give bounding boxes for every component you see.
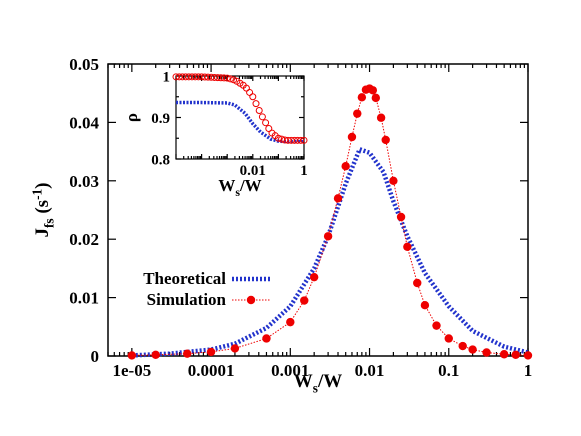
y-axis-label: ρ	[122, 113, 141, 122]
x-tick-label: 1	[524, 361, 533, 380]
data-point	[223, 74, 231, 82]
data-point	[482, 348, 491, 357]
data-point	[183, 349, 192, 358]
data-point	[357, 93, 367, 102]
x-tick-label: 1	[300, 163, 308, 179]
data-point	[376, 113, 386, 122]
main-plot: 1e-05 0.0001 0.001 0.01 0.1 1 0 0.01 0.02 0.03 0.0…	[29, 55, 532, 396]
y-tick-label: 0.9	[151, 111, 170, 127]
y-tick-label: 1	[163, 69, 171, 85]
data-point	[347, 132, 357, 142]
data-point	[206, 347, 216, 357]
data-point	[432, 321, 441, 330]
data-point	[265, 125, 273, 133]
data-point	[258, 113, 266, 121]
data-point	[300, 136, 308, 144]
y-tick-label: 0.8	[151, 152, 170, 168]
data-point	[230, 344, 240, 353]
inset-plot: 0.01 1 0.8 0.9 1 Ws/W ρ	[122, 69, 308, 199]
legend-label: Simulation	[147, 290, 227, 309]
data-point	[255, 107, 263, 115]
x-tick-label: 0.1	[438, 361, 459, 380]
data-point	[300, 296, 309, 305]
legend: Theoretical Simulation	[143, 269, 270, 309]
data-point	[468, 345, 477, 354]
data-point	[297, 136, 305, 144]
x-axis-label: Ws/W	[294, 371, 342, 396]
data-point	[381, 135, 390, 145]
data-point	[353, 109, 362, 118]
data-point	[420, 300, 430, 310]
data-point	[286, 317, 295, 327]
series-line	[131, 146, 529, 358]
y-tick-label: 0.05	[69, 55, 99, 74]
y-axis-label: Jfs (s-1)	[29, 183, 56, 238]
plot-frame	[175, 75, 305, 160]
data-point	[333, 194, 343, 203]
data-point	[274, 134, 282, 142]
data-point	[389, 176, 398, 185]
data-point	[511, 350, 520, 360]
x-axis-label: Ws/W	[218, 176, 261, 199]
data-point	[262, 334, 271, 343]
data-point	[368, 86, 378, 95]
data-point	[249, 93, 257, 101]
legend-marker	[246, 295, 256, 305]
y-tick-label: 0.01	[69, 289, 99, 308]
y-tick-label: 0.04	[69, 113, 99, 132]
data-point	[151, 350, 160, 360]
x-tick-label: 0.001	[271, 361, 309, 380]
legend-entry-simulation: Simulation	[147, 290, 270, 309]
data-point	[413, 278, 422, 288]
data-point	[458, 341, 467, 351]
data-point	[220, 74, 228, 82]
data-point	[127, 351, 137, 360]
data-point	[341, 162, 350, 171]
data-point	[499, 350, 509, 359]
y-tick-label: 0	[91, 347, 100, 366]
x-tick-label: 1e-05	[112, 361, 151, 380]
data-point	[252, 100, 260, 108]
data-point	[444, 334, 453, 343]
data-point	[226, 75, 234, 83]
data-point	[403, 242, 412, 251]
data-point	[262, 119, 270, 127]
x-tick-label: 0.01	[355, 361, 385, 380]
legend-entry-theoretical: Theoretical	[143, 269, 270, 288]
data-point	[323, 232, 333, 241]
legend-label: Theoretical	[143, 269, 226, 288]
y-tick-label: 0.02	[69, 230, 99, 249]
data-point	[309, 272, 319, 282]
data-point	[230, 76, 238, 84]
data-point	[523, 351, 533, 360]
x-tick-label: 0.01	[240, 163, 266, 179]
data-point	[396, 212, 406, 222]
data-point	[371, 93, 381, 103]
y-tick-label: 0.03	[69, 172, 99, 191]
plot-frame	[107, 63, 529, 357]
x-tick-label: 0.0001	[188, 361, 235, 380]
data-point	[278, 135, 286, 143]
